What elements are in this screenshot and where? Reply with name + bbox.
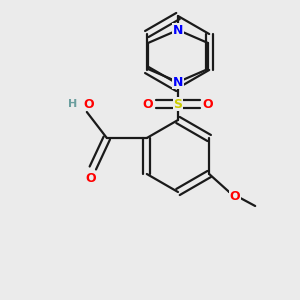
Text: O: O: [203, 98, 213, 110]
Text: O: O: [83, 98, 94, 110]
Text: O: O: [85, 172, 96, 184]
Text: N: N: [173, 76, 183, 88]
Text: H: H: [68, 99, 77, 109]
Text: O: O: [143, 98, 153, 110]
Text: O: O: [230, 190, 241, 202]
Text: S: S: [173, 98, 182, 110]
Text: N: N: [173, 23, 183, 37]
